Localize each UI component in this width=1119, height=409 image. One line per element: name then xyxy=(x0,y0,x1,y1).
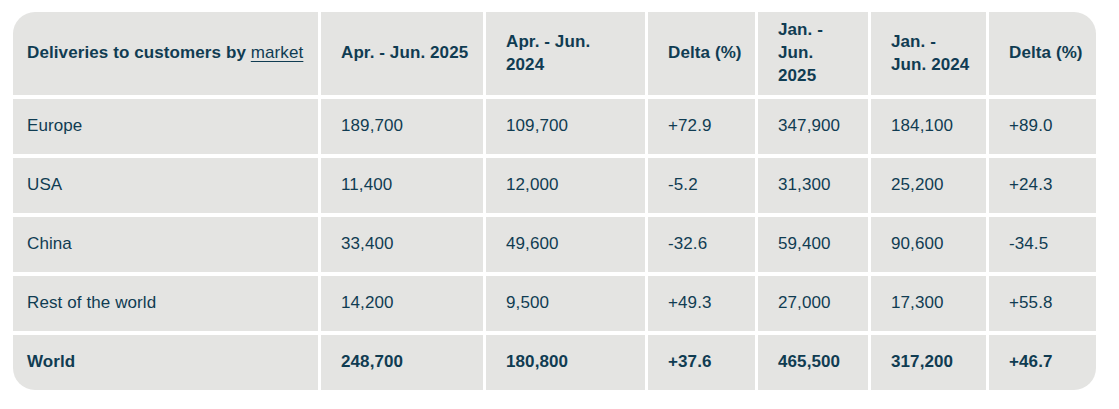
data-cell: +89.0 xyxy=(989,99,1096,154)
header-cell-apr-jun-2025: Apr. - Jun. 2025 xyxy=(321,12,483,95)
data-cell: -34.5 xyxy=(989,217,1096,272)
data-cell: 184,100 xyxy=(871,99,986,154)
row-label: Rest of the world xyxy=(13,276,318,331)
page: Deliveries to customers by market Apr. -… xyxy=(0,0,1119,409)
data-cell: 180,800 xyxy=(486,335,645,390)
data-cell: 33,400 xyxy=(321,217,483,272)
data-cell: 109,700 xyxy=(486,99,645,154)
table-row-europe: Europe 189,700 109,700 +72.9 347,900 184… xyxy=(13,99,1096,154)
header-cell-delta-h1: Delta (%) xyxy=(989,12,1096,95)
data-cell: 17,300 xyxy=(871,276,986,331)
data-cell: 317,200 xyxy=(871,335,986,390)
data-cell: 189,700 xyxy=(321,99,483,154)
data-cell: 25,200 xyxy=(871,158,986,213)
data-cell: 11,400 xyxy=(321,158,483,213)
row-label: World xyxy=(13,335,318,390)
data-cell: 31,300 xyxy=(758,158,868,213)
header-cell-jan-jun-2024: Jan. - Jun. 2024 xyxy=(871,12,986,95)
data-cell: 465,500 xyxy=(758,335,868,390)
data-cell: 90,600 xyxy=(871,217,986,272)
data-cell: 49,600 xyxy=(486,217,645,272)
table-row-china: China 33,400 49,600 -32.6 59,400 90,600 … xyxy=(13,217,1096,272)
data-cell: 248,700 xyxy=(321,335,483,390)
row-label: China xyxy=(13,217,318,272)
data-cell: 12,000 xyxy=(486,158,645,213)
table-header: Deliveries to customers by market Apr. -… xyxy=(13,12,1096,95)
row-label: USA xyxy=(13,158,318,213)
data-cell: 9,500 xyxy=(486,276,645,331)
data-cell: +72.9 xyxy=(648,99,755,154)
data-cell: +46.7 xyxy=(989,335,1096,390)
data-cell: 27,000 xyxy=(758,276,868,331)
data-cell: 59,400 xyxy=(758,217,868,272)
table-row-world-total: World 248,700 180,800 +37.6 465,500 317,… xyxy=(13,335,1096,390)
deliveries-table: Deliveries to customers by market Apr. -… xyxy=(10,8,1099,394)
row-label: Europe xyxy=(13,99,318,154)
table-row-rest-of-world: Rest of the world 14,200 9,500 +49.3 27,… xyxy=(13,276,1096,331)
data-cell: +49.3 xyxy=(648,276,755,331)
table-body: Europe 189,700 109,700 +72.9 347,900 184… xyxy=(13,99,1096,390)
table-row-usa: USA 11,400 12,000 -5.2 31,300 25,200 +24… xyxy=(13,158,1096,213)
header-row: Deliveries to customers by market Apr. -… xyxy=(13,12,1096,95)
data-cell: -5.2 xyxy=(648,158,755,213)
header-cell-delta-q2: Delta (%) xyxy=(648,12,755,95)
data-cell: +37.6 xyxy=(648,335,755,390)
data-cell: +55.8 xyxy=(989,276,1096,331)
data-cell: +24.3 xyxy=(989,158,1096,213)
data-cell: -32.6 xyxy=(648,217,755,272)
table-title-cell: Deliveries to customers by market xyxy=(13,12,318,95)
data-cell: 347,900 xyxy=(758,99,868,154)
header-cell-jan-jun-2025: Jan. - Jun. 2025 xyxy=(758,12,868,95)
data-cell: 14,200 xyxy=(321,276,483,331)
market-link[interactable]: market xyxy=(251,43,304,62)
table-title: Deliveries to customers by xyxy=(27,43,246,62)
header-cell-apr-jun-2024: Apr. - Jun. 2024 xyxy=(486,12,645,95)
